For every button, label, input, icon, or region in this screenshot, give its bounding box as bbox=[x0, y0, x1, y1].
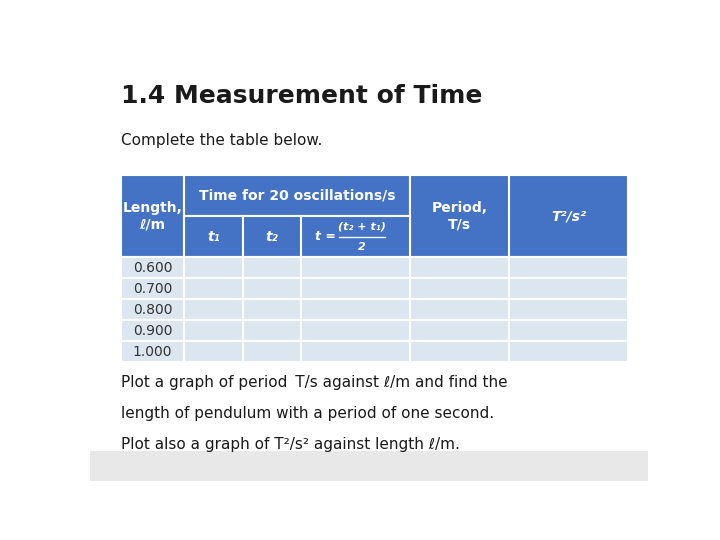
Bar bbox=[243, 320, 301, 341]
Text: (t₂ + t₁): (t₂ + t₁) bbox=[338, 221, 386, 231]
Bar bbox=[243, 278, 301, 299]
Text: 0.800: 0.800 bbox=[132, 303, 172, 316]
Bar bbox=[243, 299, 301, 320]
Text: 2: 2 bbox=[359, 242, 366, 252]
Bar bbox=[301, 278, 410, 299]
Text: t₂: t₂ bbox=[266, 230, 278, 244]
Bar bbox=[184, 216, 243, 258]
Bar bbox=[243, 258, 301, 278]
Bar bbox=[90, 451, 648, 481]
Text: length of pendulum with a period of one second.: length of pendulum with a period of one … bbox=[121, 406, 494, 421]
Text: Period,
T/s: Period, T/s bbox=[431, 201, 487, 231]
Bar bbox=[410, 320, 509, 341]
Text: t =: t = bbox=[315, 230, 336, 243]
Bar bbox=[243, 216, 301, 258]
Text: Time for 20 oscillations/s: Time for 20 oscillations/s bbox=[199, 188, 395, 202]
Bar bbox=[121, 341, 184, 362]
Bar bbox=[301, 341, 410, 362]
Text: 0.900: 0.900 bbox=[132, 323, 172, 338]
Text: 1.4 Measurement of Time: 1.4 Measurement of Time bbox=[121, 84, 482, 107]
Bar bbox=[410, 175, 509, 258]
Bar bbox=[410, 341, 509, 362]
Text: 0.700: 0.700 bbox=[132, 282, 172, 296]
Text: 0.600: 0.600 bbox=[132, 261, 172, 275]
Text: Length,
ℓ/m: Length, ℓ/m bbox=[122, 201, 182, 231]
Bar bbox=[509, 320, 629, 341]
Bar bbox=[301, 320, 410, 341]
Bar bbox=[121, 278, 184, 299]
Bar bbox=[184, 258, 243, 278]
Text: T²/s²: T²/s² bbox=[552, 209, 586, 223]
Bar bbox=[121, 299, 184, 320]
Bar bbox=[184, 341, 243, 362]
Text: Complete the table below.: Complete the table below. bbox=[121, 133, 322, 148]
Bar bbox=[184, 320, 243, 341]
Bar bbox=[410, 258, 509, 278]
Bar bbox=[184, 299, 243, 320]
Bar bbox=[509, 299, 629, 320]
Bar bbox=[243, 341, 301, 362]
Bar bbox=[410, 278, 509, 299]
Bar bbox=[509, 278, 629, 299]
Bar bbox=[121, 320, 184, 341]
Bar bbox=[301, 299, 410, 320]
Bar bbox=[121, 258, 184, 278]
Bar bbox=[301, 216, 410, 258]
Bar bbox=[509, 175, 629, 258]
Bar bbox=[301, 258, 410, 278]
Bar bbox=[121, 175, 184, 258]
Text: 1.000: 1.000 bbox=[132, 345, 172, 359]
Text: t₁: t₁ bbox=[207, 230, 220, 244]
Bar bbox=[509, 258, 629, 278]
Bar bbox=[184, 278, 243, 299]
Text: Plot also a graph of T²/s² against length ℓ/m.: Plot also a graph of T²/s² against lengt… bbox=[121, 437, 459, 452]
Bar bbox=[410, 299, 509, 320]
Text: Plot a graph of period  T/s against ℓ/m and find the: Plot a graph of period T/s against ℓ/m a… bbox=[121, 375, 508, 389]
Bar bbox=[509, 341, 629, 362]
Bar bbox=[184, 175, 410, 216]
